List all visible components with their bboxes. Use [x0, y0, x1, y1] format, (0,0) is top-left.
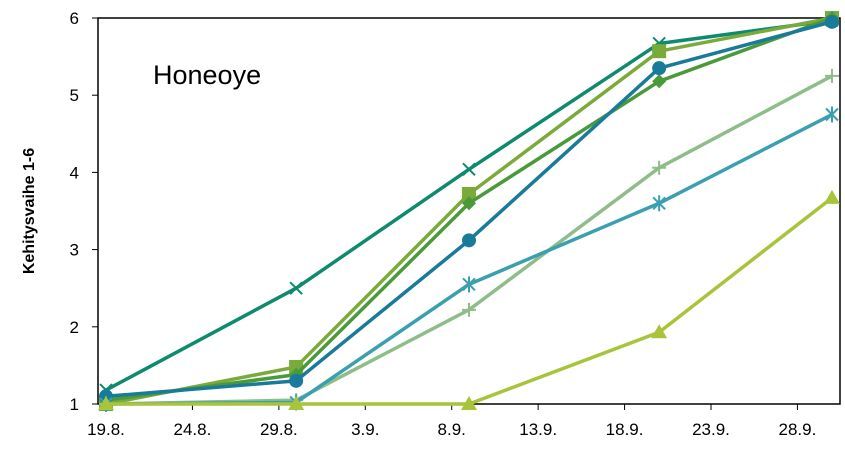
y-axis: 1 2 3 4 5 6	[70, 9, 98, 414]
data-point	[825, 106, 839, 123]
data-point	[462, 233, 476, 248]
x-tick-label: 3.9.	[351, 420, 379, 439]
data-point	[461, 396, 477, 410]
data-point	[462, 187, 476, 202]
y-tick-label: 6	[70, 9, 79, 28]
data-point	[652, 160, 667, 175]
chart-title: Honeoye	[153, 60, 261, 90]
series-7	[98, 189, 840, 410]
data-point	[98, 396, 114, 410]
x-axis: 19.8. 24.8. 29.8. 3.9. 8.9. 13.9. 18.9. 23.9. 28…	[87, 404, 816, 439]
data-point	[825, 14, 839, 29]
x-tick-label: 23.9.	[692, 420, 730, 439]
data-point	[462, 162, 476, 177]
x-tick-label: 18.9.	[606, 420, 644, 439]
data-point	[652, 61, 667, 76]
data-point	[289, 281, 303, 295]
y-tick-label: 4	[70, 163, 79, 182]
data-point	[462, 302, 476, 317]
y-tick-label: 3	[70, 241, 79, 260]
data-point	[652, 195, 666, 212]
y-tick-label: 5	[70, 86, 79, 105]
x-tick-label: 28.9.	[779, 420, 817, 439]
x-tick-label: 13.9.	[519, 420, 557, 439]
data-point	[651, 324, 668, 339]
y-tick-label: 1	[70, 395, 79, 414]
data-point	[289, 373, 304, 388]
data-point	[462, 196, 476, 211]
x-tick-label: 24.8.	[174, 420, 212, 439]
data-point	[288, 396, 305, 410]
series-group	[98, 11, 840, 412]
y-axis-label: Kehitysvaihe 1-6	[21, 148, 38, 274]
data-point	[825, 68, 839, 83]
x-tick-label: 29.8.	[260, 420, 298, 439]
x-tick-label: 8.9.	[438, 420, 466, 439]
data-point	[652, 74, 667, 89]
y-tick-label: 2	[70, 318, 79, 337]
data-point	[462, 276, 476, 293]
data-point	[824, 189, 840, 204]
x-tick-label: 19.8.	[87, 420, 125, 439]
data-point	[652, 44, 667, 59]
